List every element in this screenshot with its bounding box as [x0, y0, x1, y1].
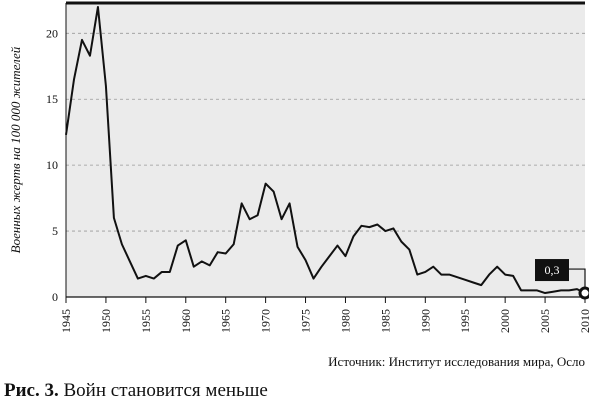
caption-text: Войн становится меньше — [64, 380, 268, 401]
y-tick-label: 15 — [46, 92, 58, 106]
x-tick-label: 1980 — [338, 309, 352, 333]
value-label: 0,3 — [545, 263, 560, 277]
plot-background — [66, 3, 585, 297]
data-line — [65, 5, 586, 295]
caption: Рис. 3. Войн становится меньше — [4, 380, 268, 401]
x-tick-label: 2005 — [538, 309, 552, 333]
x-tick-label: 1950 — [99, 309, 113, 333]
x-tick-label: 1995 — [458, 309, 472, 333]
y-tick-label: 10 — [46, 158, 58, 172]
x-tick-label: 2010 — [578, 309, 589, 333]
y-tick-label: 0 — [52, 290, 58, 304]
source: Источник: Институт исследования мира, Ос… — [328, 354, 585, 369]
x-tick-label: 1945 — [59, 309, 73, 333]
x-tick-label: 1990 — [418, 309, 432, 333]
annotation-box — [535, 259, 569, 282]
x-tick-label: 2000 — [498, 309, 512, 333]
data-point — [578, 286, 589, 300]
x-tick-label: 1985 — [378, 309, 392, 333]
caption-label: Рис. 3. — [4, 380, 59, 401]
x-tick-label: 1975 — [299, 309, 313, 333]
x-tick-label: 1960 — [179, 309, 193, 333]
y-axis-label: Военных жертв на 100 000 жителей — [8, 46, 23, 253]
x-tick-label: 1965 — [219, 309, 233, 333]
x-tick-label: 1970 — [259, 309, 273, 333]
y-tick-label: 5 — [52, 224, 58, 238]
annotation-connector — [569, 268, 586, 294]
y-tick-label: 20 — [46, 26, 58, 40]
x-tick-label: 1955 — [139, 309, 153, 333]
